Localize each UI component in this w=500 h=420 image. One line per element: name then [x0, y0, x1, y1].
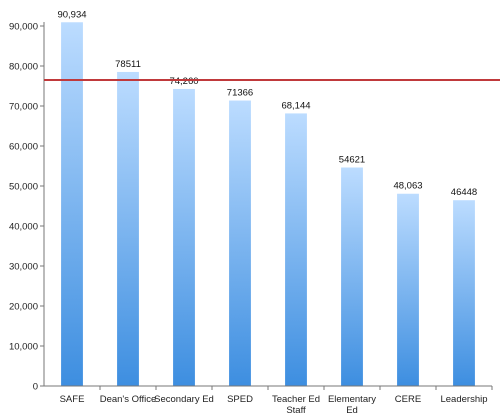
- data-label: 74,260: [169, 76, 198, 87]
- data-label: 71366: [227, 88, 253, 99]
- y-tick-label: 0: [33, 382, 38, 393]
- y-tick-label: 30,000: [9, 262, 38, 273]
- y-tick-label: 50,000: [9, 182, 38, 193]
- y-tick-label: 60,000: [9, 142, 38, 153]
- category-label: Elementary Ed: [328, 394, 376, 416]
- category-label-line: Staff: [286, 405, 306, 416]
- category-label-line: SPED: [227, 394, 253, 405]
- category-label: SAFE: [60, 394, 85, 405]
- category-label: Teacher Ed Staff: [272, 394, 320, 416]
- bar: [117, 71, 139, 387]
- y-tick-label: 20,000: [9, 302, 38, 313]
- category-label-line: SAFE: [60, 394, 85, 405]
- bar: [229, 100, 251, 386]
- data-label: 68,144: [281, 100, 310, 111]
- bar: [341, 167, 363, 386]
- bar: [285, 113, 307, 386]
- category-label: CERE: [395, 394, 421, 405]
- y-tick-label: 90,000: [9, 22, 38, 33]
- bars: [61, 22, 475, 387]
- category-label: SPED: [227, 394, 253, 405]
- y-tick-label: 40,000: [9, 222, 38, 233]
- category-label: Dean's Office: [100, 394, 157, 405]
- data-label: 78511: [115, 59, 141, 70]
- category-label-line: Dean's Office: [100, 394, 157, 405]
- category-label-line: Elementary: [328, 394, 376, 405]
- category-label-line: Leadership: [440, 394, 487, 405]
- data-labels: 90,934 78511 74,260 71366 68,144 54621 48,063 4…: [57, 9, 477, 198]
- category-label-line: Secondary Ed: [154, 394, 214, 405]
- bar: [397, 193, 419, 386]
- category-label: Secondary Ed: [154, 394, 214, 405]
- data-label: 54621: [339, 155, 365, 166]
- bar: [61, 22, 83, 386]
- data-label: 46448: [451, 187, 477, 198]
- y-tick-label: 10,000: [9, 342, 38, 353]
- data-label: 90,934: [57, 9, 86, 20]
- y-tick-label: 80,000: [9, 62, 38, 73]
- bar: [453, 200, 475, 386]
- category-label-line: Teacher Ed: [272, 394, 320, 405]
- category-label-line: CERE: [395, 394, 421, 405]
- category-label-line: Ed: [346, 405, 358, 416]
- y-axis: 0 10,000 20,000 30,000 40,000 50,000 60,000 70,…: [9, 22, 45, 393]
- data-label: 48,063: [393, 181, 422, 192]
- bar: [173, 88, 195, 387]
- category-label: Leadership: [440, 394, 487, 405]
- y-tick-label: 70,000: [9, 102, 38, 113]
